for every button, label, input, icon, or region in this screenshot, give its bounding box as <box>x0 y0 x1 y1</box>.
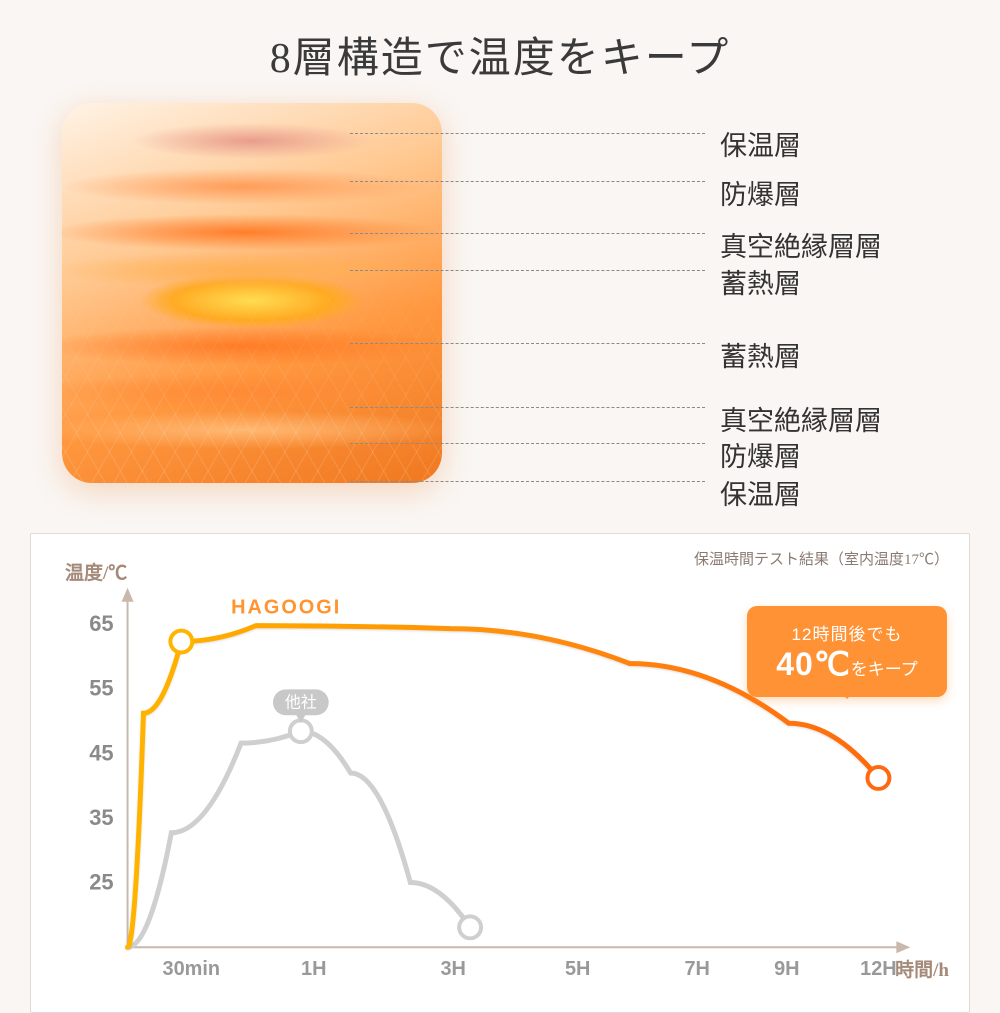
layer-label: 蓄熱層 <box>720 262 801 301</box>
svg-text:7H: 7H <box>684 958 709 980</box>
layer-label: 防爆層 <box>720 173 801 212</box>
svg-text:5H: 5H <box>565 958 590 980</box>
callout-big: 40℃ <box>776 646 851 682</box>
svg-text:他社: 他社 <box>285 693 317 711</box>
svg-text:HAGOOGI: HAGOOGI <box>231 597 341 619</box>
layers-illustration <box>62 103 442 483</box>
svg-text:45: 45 <box>89 740 113 765</box>
svg-text:12H: 12H <box>860 958 897 980</box>
layer-leader <box>350 407 705 408</box>
svg-text:1H: 1H <box>301 958 326 980</box>
svg-text:3H: 3H <box>440 958 465 980</box>
callout-suffix: をキープ <box>851 660 918 679</box>
temperature-chart: 保温時間テスト結果（室内温度17℃） 温度/℃ 時間/h 65554535253… <box>30 533 970 1013</box>
layer-leader <box>350 443 705 444</box>
page-title: 8層構造で温度をキープ <box>0 0 1000 85</box>
layer-leader <box>350 233 705 234</box>
svg-text:55: 55 <box>89 676 113 701</box>
layer-label: 防爆層 <box>720 435 801 474</box>
svg-text:30min: 30min <box>163 958 221 980</box>
layer-leader <box>350 343 705 344</box>
layer-label: 真空絶縁層層 <box>720 399 882 438</box>
callout-line1: 12時間後でも <box>759 620 935 645</box>
svg-text:35: 35 <box>89 805 113 830</box>
layer-leader <box>350 133 705 134</box>
layers-section: 保温層防爆層真空絶縁層層蓄熱層蓄熱層真空絶縁層層防爆層保温層 <box>0 103 1000 523</box>
svg-text:9H: 9H <box>774 958 799 980</box>
layer-leader <box>350 270 705 271</box>
layer-label: 保温層 <box>720 124 801 163</box>
svg-text:65: 65 <box>89 611 113 636</box>
layer-label: 保温層 <box>720 473 801 512</box>
layer-leader <box>350 181 705 182</box>
layer-label: 真空絶縁層層 <box>720 225 882 264</box>
svg-text:25: 25 <box>89 870 113 895</box>
callout-bubble: 12時間後でも 40℃をキープ <box>747 606 947 697</box>
layer-label: 蓄熱層 <box>720 335 801 374</box>
layer-leader <box>350 481 705 482</box>
